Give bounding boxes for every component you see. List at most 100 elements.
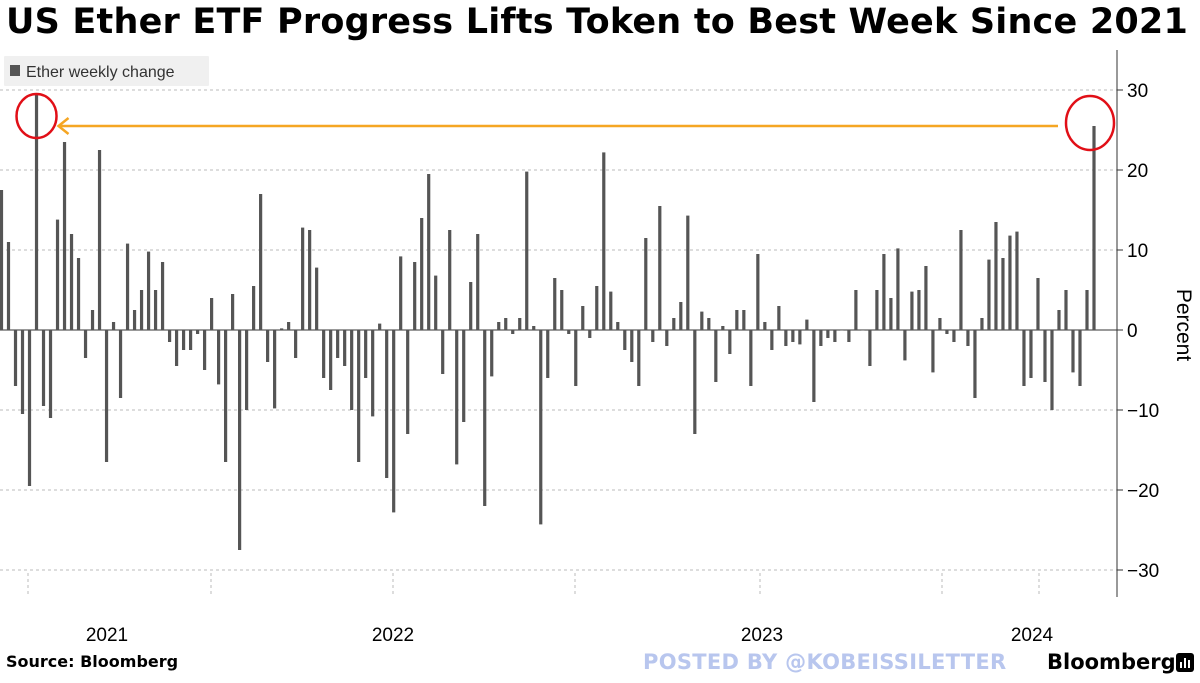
bar [167, 330, 172, 342]
bar [756, 254, 760, 330]
bar [350, 330, 354, 410]
bar [658, 206, 662, 330]
bar [34, 94, 39, 330]
bar [896, 248, 900, 330]
bar [245, 330, 249, 410]
y-tick-label: 30 [1127, 81, 1148, 102]
bar [861, 330, 865, 331]
bar [966, 330, 970, 346]
chart-title: US Ether ETF Progress Lifts Token to Bes… [6, 2, 1189, 42]
x-tick-labels: 2021 2022 2023 2024 [86, 625, 1054, 646]
bar [840, 330, 844, 331]
bar [90, 310, 95, 330]
bar [616, 322, 620, 330]
bar [980, 318, 984, 330]
bar [875, 290, 879, 330]
bar [153, 290, 158, 330]
bar [329, 330, 333, 390]
bar [588, 330, 592, 338]
bar [707, 318, 711, 330]
bar [195, 330, 200, 334]
bar [181, 330, 186, 350]
bar [1015, 231, 1019, 330]
bar [378, 323, 382, 330]
bar [83, 330, 88, 358]
bar [742, 310, 746, 330]
source-note: Source: Bloomberg [6, 652, 179, 671]
bar [266, 330, 270, 362]
bar [224, 330, 228, 462]
bar [1043, 330, 1047, 382]
bar [952, 330, 956, 342]
bar [252, 286, 256, 330]
x-tick-label: 2021 [86, 625, 128, 646]
bar [97, 150, 102, 330]
bar [1036, 278, 1040, 330]
bar [945, 330, 949, 334]
bar [959, 230, 963, 330]
bar [623, 330, 627, 350]
bloomberg-chart-icon [1176, 653, 1194, 672]
bar [455, 330, 459, 465]
bar [20, 330, 25, 414]
bar [322, 330, 326, 378]
bar-series [0, 94, 1096, 550]
bar [882, 254, 886, 330]
bar [630, 330, 634, 362]
bar [518, 318, 522, 330]
y-tick-label: −10 [1127, 401, 1159, 422]
bar [336, 330, 340, 358]
bar [1078, 330, 1082, 386]
watermark-text: POSTED BY @KOBEISSILETTER [643, 650, 1007, 674]
bar [581, 306, 585, 330]
bar [1008, 235, 1012, 330]
bar [511, 330, 515, 334]
bar [364, 330, 368, 378]
bar [259, 194, 263, 330]
bar [1064, 290, 1068, 330]
bar [805, 319, 809, 330]
bar [1001, 258, 1005, 330]
bar [735, 310, 739, 330]
annotations [15, 92, 1116, 152]
bar [385, 330, 389, 478]
bar [833, 330, 837, 342]
bar [13, 330, 18, 386]
highlight-circle-2021 [15, 92, 58, 140]
bar [973, 330, 977, 398]
bar [69, 234, 74, 330]
bar [700, 311, 704, 330]
bar [139, 290, 144, 330]
bar [202, 330, 207, 370]
bar [812, 330, 816, 402]
legend-swatch [10, 65, 20, 76]
x-tick-label: 2023 [741, 625, 783, 646]
bar [917, 290, 921, 330]
bar [749, 330, 753, 386]
bar [273, 330, 277, 409]
bar [539, 330, 543, 525]
bar [994, 222, 998, 330]
bar [420, 218, 424, 330]
bar [987, 259, 991, 330]
x-tick-label: 2022 [372, 625, 414, 646]
bar [721, 326, 725, 330]
x-tick-label: 2024 [1011, 625, 1054, 646]
bar [48, 330, 53, 418]
bar [62, 142, 67, 330]
bar [924, 266, 928, 330]
y-tick-label: 10 [1127, 241, 1148, 262]
bar [217, 330, 221, 385]
bar [132, 310, 137, 330]
bar [343, 330, 347, 366]
bar [146, 251, 151, 330]
bar [315, 267, 319, 330]
bar [728, 330, 732, 354]
bar [665, 330, 669, 346]
bar [567, 330, 571, 334]
bar [111, 322, 116, 330]
bar [602, 152, 606, 330]
y-axis-label: Percent [1172, 289, 1195, 362]
bar [174, 330, 179, 366]
bar [553, 278, 557, 330]
